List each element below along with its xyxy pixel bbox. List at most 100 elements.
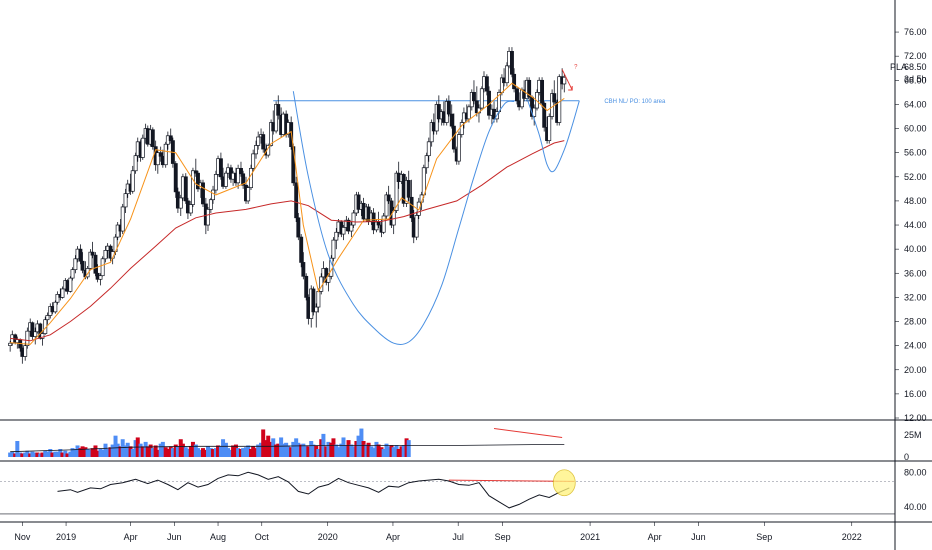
- candle-body: [103, 250, 108, 260]
- volume-bar: [33, 452, 38, 457]
- volume-bar: [269, 441, 274, 457]
- volume-bar: [70, 448, 75, 457]
- price-axis[interactable]: 76.00 72.00 68.00 64.00 60.00 56.00 52.00 48.00…: [895, 27, 927, 423]
- candle-body: [426, 141, 431, 157]
- volume-bar: [299, 444, 304, 457]
- candle-body: [173, 163, 178, 193]
- candle: [70, 267, 75, 281]
- candle-body: [351, 212, 356, 226]
- candle: [211, 185, 215, 204]
- volume-bar: [349, 444, 354, 457]
- volume-bar: [238, 449, 243, 457]
- candle: [314, 303, 319, 328]
- candle-body: [25, 330, 30, 346]
- volume-bar: [183, 447, 188, 457]
- volume-bar: [309, 441, 314, 457]
- volume-bar: [75, 445, 80, 457]
- price-tick-label: 76.00: [904, 27, 927, 37]
- price-tick-label: 36.00: [904, 268, 927, 278]
- volume-bar: [15, 441, 20, 457]
- candle: [479, 86, 484, 111]
- volume-bar: [331, 438, 336, 457]
- candle-body: [256, 136, 261, 146]
- volume-bar: [208, 448, 213, 457]
- candle-body: [23, 345, 28, 357]
- symbol-label: PLA 68.50 3d 5h: [890, 62, 927, 84]
- candle: [550, 89, 555, 120]
- candle-body: [249, 167, 253, 188]
- candle: [406, 170, 411, 201]
- volume-bar: [193, 444, 198, 457]
- volume-bar: [406, 440, 411, 457]
- volume-bar: [351, 446, 356, 457]
- candle-body: [515, 88, 519, 102]
- candle: [504, 62, 509, 87]
- time-axis[interactable]: Nov 2019 Apr Jun Aug Oct 2020 Apr Jul Sep 2021 Apr J…: [14, 522, 862, 542]
- candle: [334, 228, 339, 250]
- candle: [341, 225, 346, 241]
- volume-bar: [218, 446, 223, 457]
- price-tick-label: 64.00: [904, 99, 927, 109]
- candle: [276, 95, 281, 120]
- candle-body: [532, 107, 537, 117]
- candle-body: [326, 275, 331, 283]
- price-tick-label: 12.00: [904, 413, 927, 423]
- candle-body: [394, 172, 399, 211]
- candle: [55, 291, 60, 305]
- volume-bar: [48, 449, 53, 457]
- volume-bar: [103, 443, 108, 457]
- candle-body: [190, 170, 195, 205]
- volume-bar: [93, 445, 98, 457]
- volume-bar: [284, 442, 289, 457]
- candle: [254, 140, 258, 159]
- volume-bar: [276, 443, 281, 457]
- volume-bar: [216, 445, 221, 457]
- volume-bar: [213, 448, 218, 457]
- time-tick-label: 2020: [318, 532, 338, 542]
- candle-body: [140, 137, 145, 158]
- volume-bar: [30, 451, 35, 457]
- volume-bar: [399, 446, 404, 457]
- candle: [251, 149, 256, 172]
- candle: [193, 158, 198, 177]
- candle-body: [163, 143, 168, 166]
- candle: [85, 266, 90, 280]
- volume-bar: [246, 445, 251, 457]
- volume-bar: [58, 449, 63, 457]
- volume-bar: [291, 441, 296, 457]
- volume-bar: [339, 443, 344, 457]
- candle-body: [150, 129, 155, 147]
- candle: [241, 170, 246, 189]
- volume-pane[interactable]: [8, 428, 565, 457]
- volume-bar: [241, 448, 246, 457]
- price-pane[interactable]: ? CBH NL/ PO: 100 area: [8, 47, 666, 364]
- volume-bar: [68, 451, 73, 457]
- candle-body: [88, 251, 93, 269]
- oscillator-pane[interactable]: [0, 469, 895, 515]
- volume-bar: [120, 439, 125, 457]
- volume-bar: [271, 438, 276, 457]
- volume-bar: [301, 443, 306, 457]
- volume-bar: [50, 452, 55, 457]
- candle: [213, 170, 218, 194]
- candle-body: [30, 322, 35, 337]
- candle-body: [80, 260, 85, 271]
- volume-bar: [18, 452, 23, 457]
- volume-bar: [249, 449, 254, 457]
- volume-average-line: [10, 444, 565, 453]
- candle-body: [527, 79, 532, 98]
- volume-bar: [366, 442, 371, 457]
- volume-bar: [113, 435, 118, 457]
- candle: [196, 170, 200, 192]
- candle: [73, 255, 78, 274]
- candle-body: [33, 331, 38, 337]
- volume-bar: [23, 452, 28, 457]
- volume-bar: [329, 442, 334, 457]
- volume-bar: [155, 449, 160, 457]
- price-tick-label: 20.00: [904, 365, 927, 375]
- candle-body: [356, 194, 361, 210]
- volume-tick-label: 0: [904, 452, 909, 462]
- candle-body: [60, 288, 65, 298]
- volume-bar: [359, 428, 364, 457]
